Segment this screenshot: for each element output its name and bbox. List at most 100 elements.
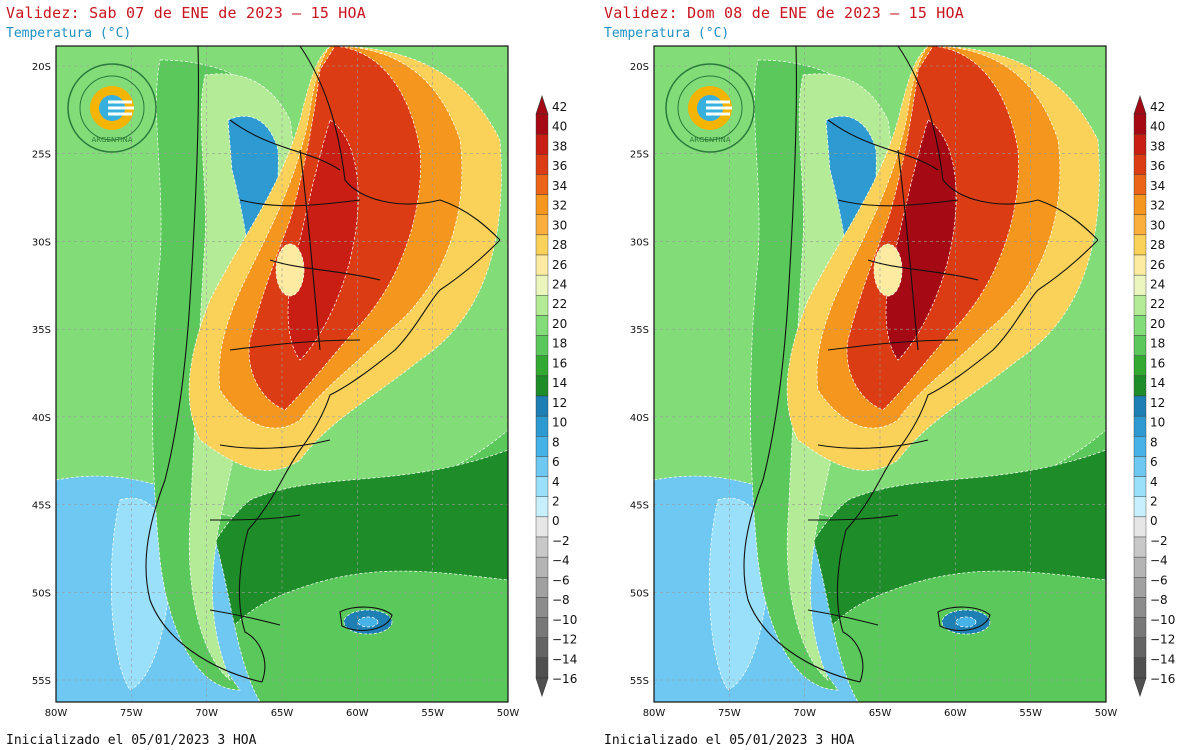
colorbar-swatch (1133, 556, 1147, 578)
lon-tick-label: 55W (421, 708, 444, 719)
lat-tick-label: 55S (630, 676, 649, 687)
colorbar-swatch (535, 154, 549, 175)
colorbar-swatch (535, 355, 549, 377)
colorbar-swatch (535, 617, 549, 638)
colorbar-label: 32 (1150, 199, 1165, 213)
colorbar-swatch (535, 476, 549, 497)
colorbar-swatch (535, 496, 549, 518)
colorbar-label: 32 (552, 199, 567, 213)
temperature-map: ARGENTINA 20S 25S 30S 35S 40S 45S 50S 55S 80W 75W… (32, 45, 577, 719)
colorbar-swatch (1133, 577, 1147, 598)
lon-tick-label: 75W (120, 708, 143, 719)
lon-tick-label: 60W (944, 708, 967, 719)
lat-tick-label: 25S (32, 150, 51, 161)
colorbar-label: −12 (1150, 633, 1175, 647)
colorbar-label: −14 (552, 652, 577, 666)
colorbar-swatch (1133, 617, 1147, 638)
colorbar-swatch (1133, 436, 1147, 457)
colorbar-label: −14 (1150, 652, 1175, 666)
axes: 20S 25S 30S 35S 40S 45S 50S 55S 80W 75W 70W 65W 60W 5… (32, 45, 520, 719)
colorbar-swatch (1133, 597, 1147, 618)
colorbar-label: 6 (552, 455, 560, 469)
coastline-borders (743, 45, 1099, 683)
colorbar-label: 12 (552, 396, 567, 410)
colorbar-swatch (535, 214, 549, 236)
lon-tick-label: 65W (869, 708, 892, 719)
variable-label: Temperatura (°C) (604, 26, 730, 41)
lat-tick-label: 30S (32, 237, 51, 248)
colorbar-swatch (1133, 335, 1147, 356)
lon-tick-label: 50W (497, 708, 520, 719)
colorbar-swatch (1133, 355, 1147, 377)
init-time-label: Inicializado el 05/01/2023 3 HOA (6, 733, 257, 748)
lon-tick-label: 70W (195, 708, 218, 719)
smn-logo: ARGENTINA (67, 63, 157, 153)
colorbar-swatch (1133, 113, 1147, 135)
colorbar-swatch (535, 254, 549, 276)
colorbar-swatch (535, 113, 549, 135)
lat-tick-label: 55S (32, 676, 51, 687)
colorbar-swatch (1133, 375, 1147, 397)
colorbar-label: 18 (552, 337, 567, 351)
colorbar-label: 30 (552, 218, 567, 232)
colorbar-swatch (535, 295, 549, 316)
lat-tick-label: 45S (630, 501, 649, 512)
colorbar-swatch (1133, 133, 1147, 155)
colorbar-label: −16 (1150, 672, 1175, 686)
colorbar-swatch (535, 375, 549, 397)
colorbar-swatch (535, 657, 549, 679)
lon-tick-label: 80W (643, 708, 666, 719)
colorbar-label: 22 (1150, 297, 1165, 311)
lat-tick-label: 20S (630, 62, 649, 73)
colorbar-label: −8 (552, 593, 570, 607)
colorbar-label: 4 (1150, 475, 1158, 489)
colorbar-label: −2 (552, 534, 570, 548)
colorbar-swatch (1133, 234, 1147, 256)
colorbar-label: 20 (1150, 317, 1165, 331)
colorbar-label: 2 (552, 494, 560, 508)
colorbar-label: −8 (1150, 593, 1168, 607)
lon-tick-label: 65W (271, 708, 294, 719)
colorbar-swatch (535, 577, 549, 598)
colorbar-label: 12 (1150, 396, 1165, 410)
colorbar-label: 28 (1150, 238, 1165, 252)
colorbar-label: −6 (552, 573, 570, 587)
colorbar-label: 16 (1150, 356, 1165, 370)
coastline-borders (145, 45, 501, 683)
colorbar-swatch (535, 456, 549, 477)
colorbar-label: 40 (552, 120, 567, 134)
graticule (56, 46, 508, 702)
colorbar-label: 2 (1150, 494, 1158, 508)
colorbar-label: −2 (1150, 534, 1168, 548)
colorbar-label: −4 (552, 554, 570, 568)
colorbar-swatch (1133, 274, 1147, 296)
temperature-map: ARGENTINA 20S 25S 30S 35S 40S 45S 50S 55S 80W 75W… (630, 45, 1175, 719)
colorbar-label: 10 (552, 416, 567, 430)
colorbar-swatch (535, 436, 549, 457)
panel-title: Validez: Sab 07 de ENE de 2023 – 15 HOA (6, 4, 366, 22)
colorbar-label: 8 (1150, 435, 1158, 449)
colorbar-swatch (1133, 657, 1147, 679)
colorbar-swatch (1133, 174, 1147, 195)
colorbar-swatch (535, 637, 549, 659)
colorbar-swatch (535, 315, 549, 336)
init-time-label: Inicializado el 05/01/2023 3 HOA (604, 733, 855, 748)
colorbar-label: 28 (552, 238, 567, 252)
colorbar-swatch (1133, 536, 1147, 558)
colorbar-label: 0 (552, 514, 560, 528)
colorbar-label: 38 (552, 139, 567, 153)
colorbar-swatch (535, 274, 549, 296)
colorbar-label: 0 (1150, 514, 1158, 528)
colorbar-swatch (535, 516, 549, 538)
colorbar-swatch (1133, 395, 1147, 417)
colorbar-swatch (535, 194, 549, 215)
colorbar-swatch (535, 415, 549, 437)
colorbar-label: −16 (552, 672, 577, 686)
colorbar-swatch (535, 133, 549, 155)
colorbar-label: 22 (552, 297, 567, 311)
colorbar-label: 20 (552, 317, 567, 331)
colorbar-label: −4 (1150, 554, 1168, 568)
logo-bottom-text: ARGENTINA (689, 136, 730, 144)
forecast-panel-sun: Validez: Dom 08 de ENE de 2023 – 15 HOA … (598, 0, 1196, 750)
colorbar-label: 30 (1150, 218, 1165, 232)
